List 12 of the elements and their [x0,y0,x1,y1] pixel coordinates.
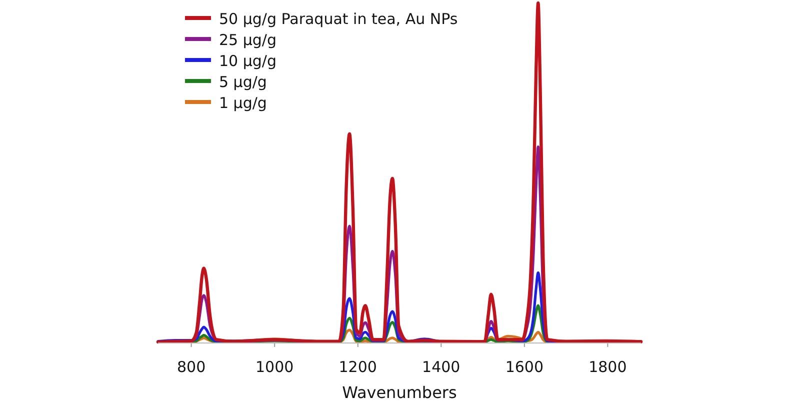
x-tick-label: 1000 [255,358,294,376]
x-tick-label: 800 [176,358,206,376]
legend-label: 25 µg/g [219,31,276,49]
legend-label: 1 µg/g [219,94,267,112]
legend-label: 50 µg/g Paraquat in tea, Au NPs [219,10,458,28]
x-tick-label: 1400 [422,358,460,376]
x-tick-label: 1800 [588,358,627,376]
x-tick-label: 1200 [338,358,377,376]
legend-label: 5 µg/g [219,73,267,91]
x-axis-title: Wavenumbers [342,383,457,402]
x-tick-label: 1600 [505,358,544,376]
legend-label: 10 µg/g [219,52,276,70]
